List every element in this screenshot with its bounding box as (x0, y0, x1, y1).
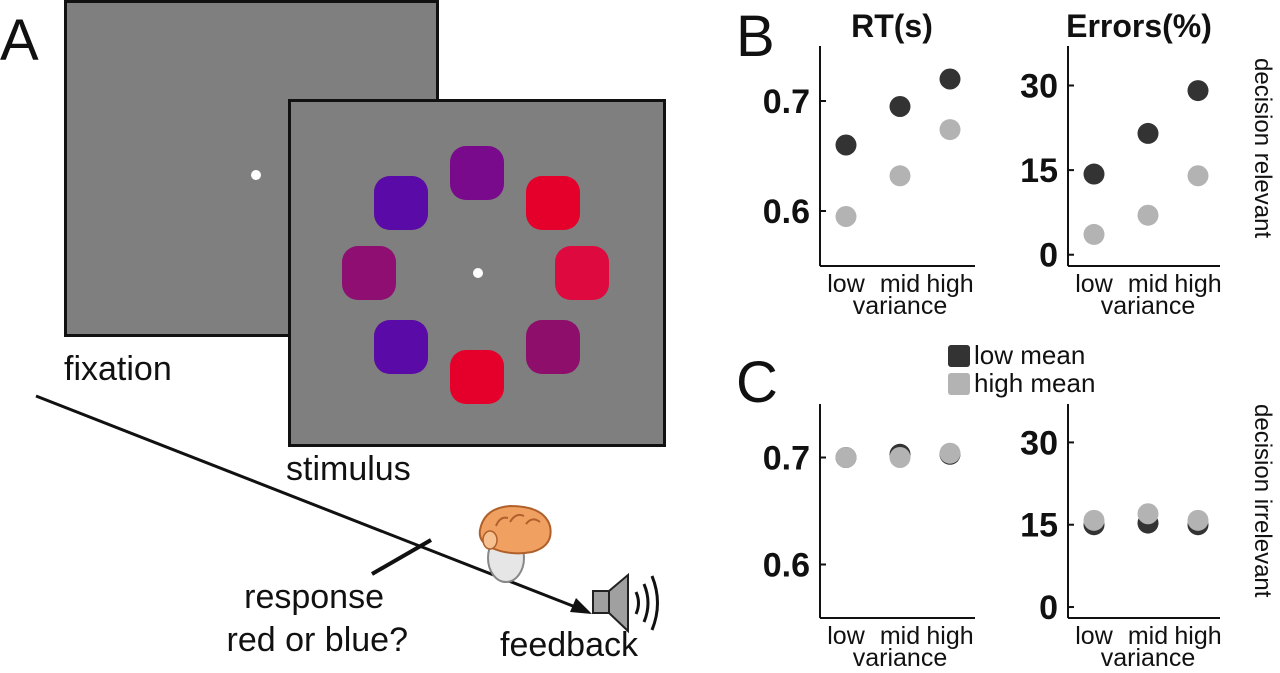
data-point-low-mean (1187, 80, 1209, 102)
y-tick-label: 0 (1039, 589, 1058, 627)
x-tick-label: low (827, 270, 865, 298)
stimulus-label: stimulus (286, 450, 411, 488)
data-point-high-mean (835, 206, 857, 227)
color-patch-top-right (526, 176, 580, 230)
panel-letter-b: B (736, 4, 775, 69)
x-tick-label: low (827, 622, 865, 650)
legend-swatch-high-mean (948, 372, 970, 395)
legend-label-low-mean: low mean (974, 340, 1086, 370)
data-point-high-mean (1083, 223, 1105, 245)
data-point-high-mean (939, 119, 961, 141)
x-tick-label: high (1174, 622, 1221, 650)
x-tick-label: mid (1128, 270, 1168, 298)
data-point-low-mean (835, 134, 857, 156)
x-tick-label: low (1075, 622, 1113, 650)
legend-item-high-mean: high mean (948, 368, 1095, 399)
hand-on-mouse-icon (478, 504, 552, 583)
stimulus-screen (288, 99, 666, 447)
rt-plot-title: RT(s) (851, 8, 933, 44)
fixation-dot (251, 170, 261, 180)
data-point-high-mean (889, 447, 911, 468)
x-tick-label: high (926, 622, 973, 650)
x-tick-label: mid (880, 622, 920, 650)
color-patch-top-left (374, 176, 428, 230)
x-axis-label: variance (853, 644, 948, 672)
x-tick-label: high (1174, 270, 1221, 298)
x-tick-label: high (926, 270, 973, 298)
data-point-low-mean (939, 68, 961, 90)
data-point-high-mean (1187, 509, 1209, 531)
x-tick-label: mid (880, 270, 920, 298)
data-point-low-mean (1137, 122, 1159, 144)
color-patch-bottom-right (526, 320, 580, 374)
y-tick-label: 0.7 (763, 83, 810, 121)
timeline-arrow (35, 394, 592, 614)
data-point-high-mean (1083, 509, 1105, 531)
data-point-high-mean (1137, 204, 1159, 226)
data-point-high-mean (835, 447, 857, 468)
data-point-high-mean (889, 165, 911, 187)
feedback-label: feedback (500, 626, 638, 664)
legend-swatch-low-mean (948, 344, 970, 367)
y-tick-label: 15 (1020, 152, 1058, 190)
y-tick-label: 0.6 (763, 547, 810, 585)
data-point-high-mean (1187, 165, 1209, 187)
data-point-high-mean (1137, 503, 1159, 525)
legend-label-high-mean: high mean (974, 368, 1096, 398)
x-axis-label: variance (853, 292, 948, 320)
y-tick-label: 0.7 (763, 440, 810, 478)
fixation-dot (473, 268, 483, 278)
y-tick-label: 30 (1020, 424, 1058, 462)
fixation-label: fixation (64, 350, 172, 388)
color-patch-right (555, 246, 609, 300)
y-tick-label: 0 (1039, 237, 1058, 275)
x-tick-label: low (1075, 270, 1113, 298)
legend-item-low-mean: low mean (948, 340, 1085, 371)
color-patch-top (450, 146, 504, 200)
data-point-low-mean (1083, 163, 1105, 185)
speaker-icon (592, 572, 659, 634)
x-axis-label: variance (1101, 644, 1196, 672)
panel-letter-c: C (736, 350, 778, 415)
errors-plot-title: Errors(%) (1066, 8, 1212, 44)
y-tick-label: 15 (1020, 507, 1058, 545)
response-label-line1: response (244, 578, 384, 616)
color-patch-bottom-left (374, 320, 428, 374)
data-point-low-mean (889, 96, 911, 117)
panel-letter-a: A (0, 8, 39, 73)
data-point-high-mean (939, 442, 961, 464)
response-label-line2: red or blue? (226, 621, 408, 659)
color-patch-left (342, 246, 396, 300)
y-tick-label: 30 (1020, 67, 1058, 105)
x-tick-label: mid (1128, 622, 1168, 650)
x-axis-label: variance (1101, 292, 1196, 320)
y-tick-label: 0.6 (763, 193, 810, 231)
color-patch-bottom (450, 350, 504, 404)
